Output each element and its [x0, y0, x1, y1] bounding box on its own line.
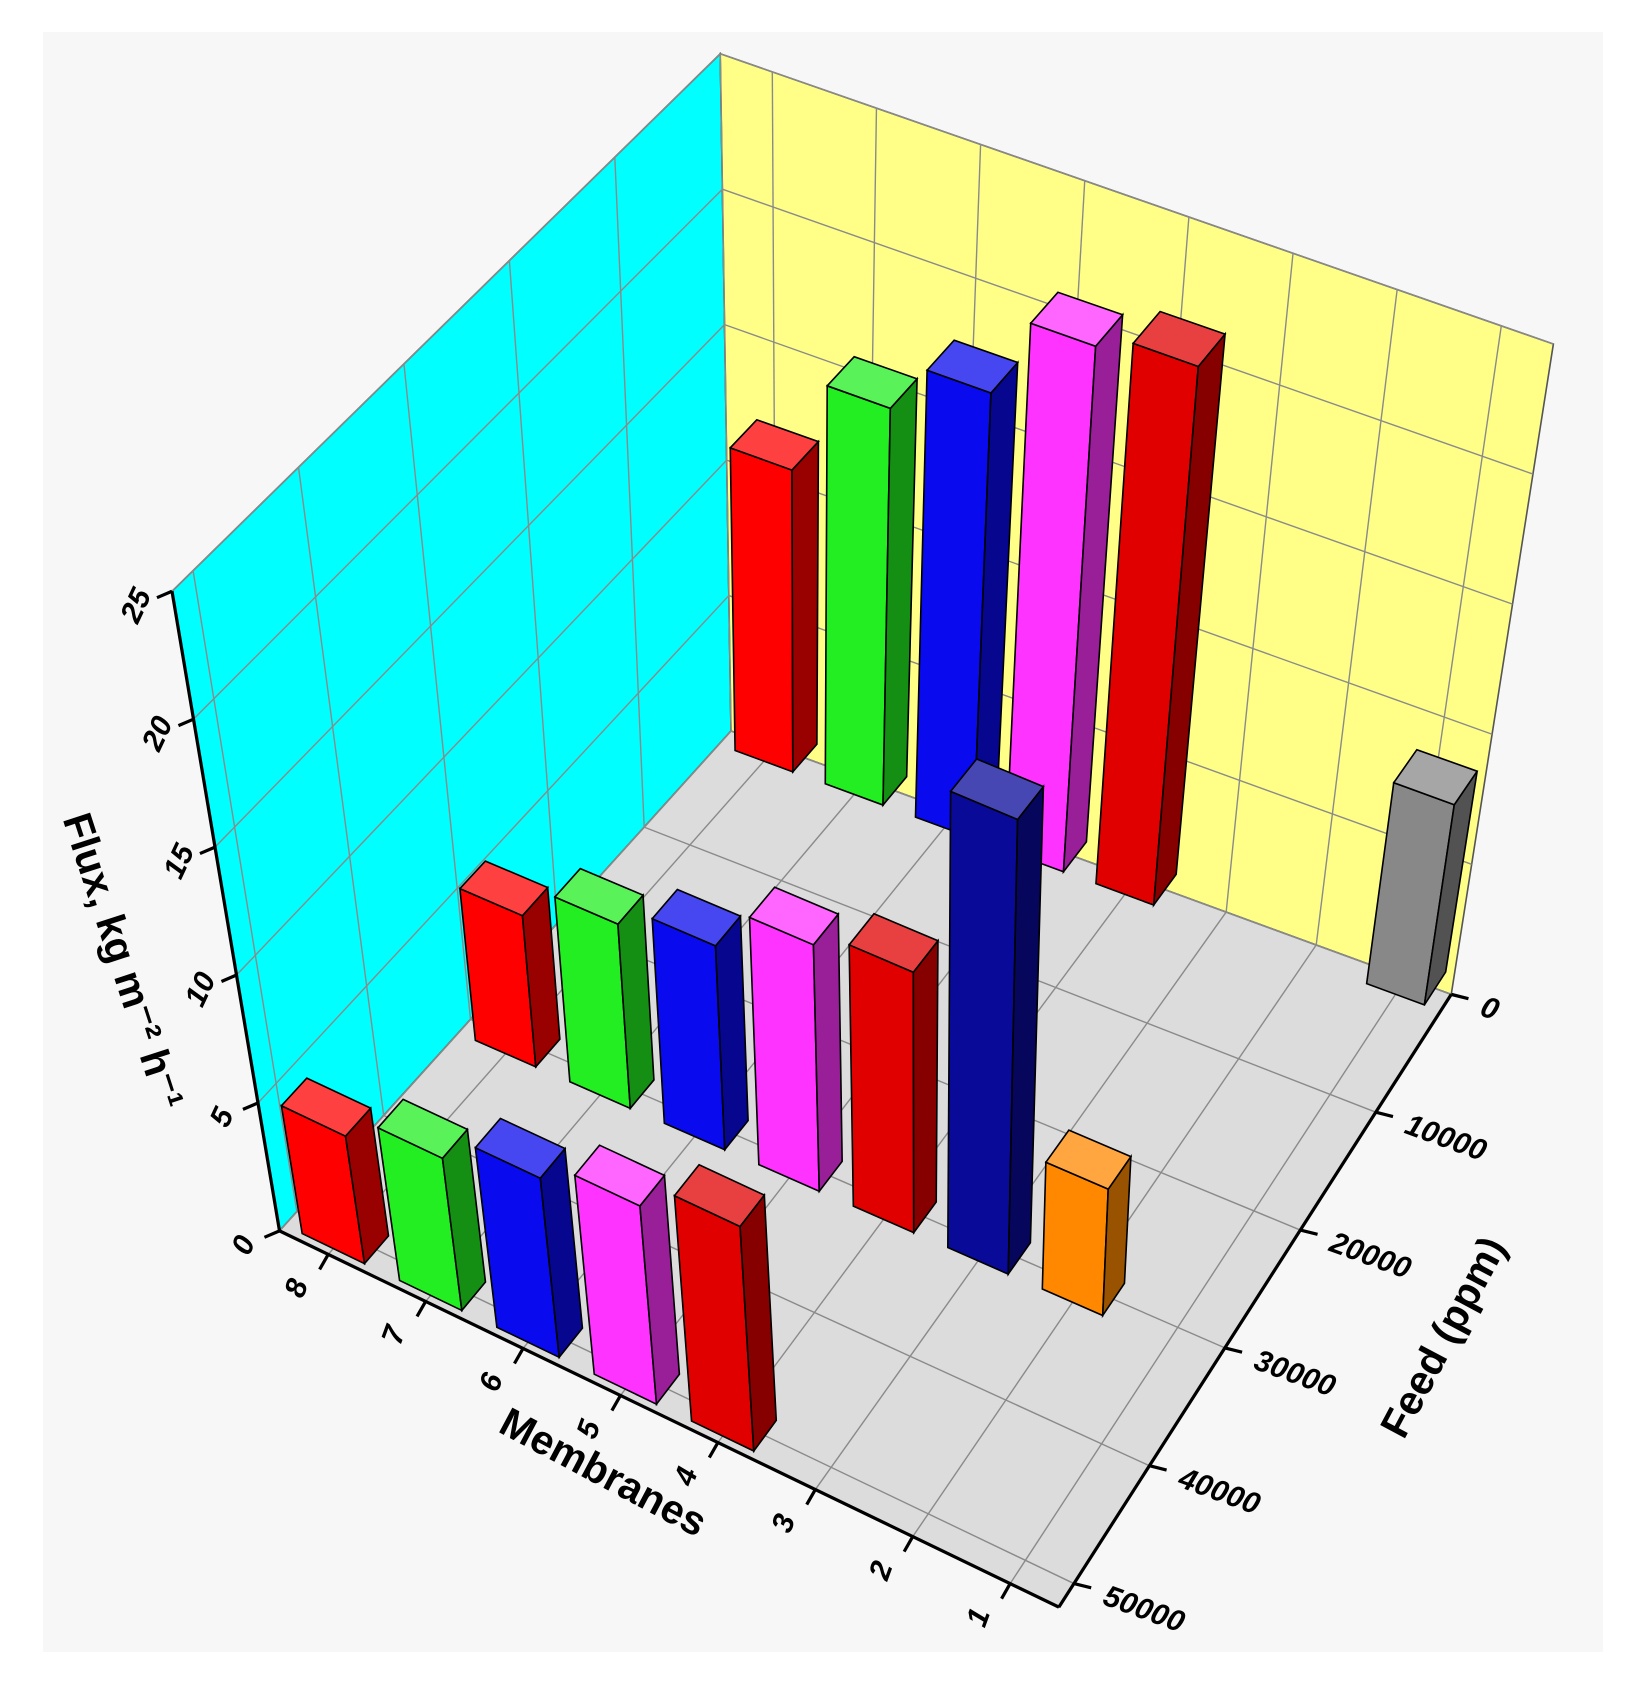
- x-tick: [805, 1488, 817, 1506]
- x-tick: [1000, 1582, 1012, 1600]
- bar: [1004, 291, 1125, 875]
- bar-top: [376, 1098, 469, 1160]
- bar: [553, 867, 655, 1111]
- x-axis: [278, 1229, 1060, 1609]
- x-tick: [318, 1253, 330, 1271]
- bar-top: [1392, 748, 1479, 806]
- x-tick: [513, 1347, 525, 1365]
- bar: [1095, 310, 1227, 908]
- bar: [947, 757, 1045, 1277]
- z-tick: [199, 845, 216, 856]
- bar: [673, 1163, 778, 1454]
- bar-top: [1044, 1129, 1133, 1191]
- bar: [376, 1098, 487, 1313]
- bar: [728, 418, 820, 774]
- bar-top: [728, 418, 820, 472]
- bar-top: [1131, 310, 1227, 368]
- y-tick: [1073, 1581, 1092, 1590]
- bar-top: [474, 1117, 567, 1180]
- bar: [458, 860, 561, 1069]
- z-tick: [263, 1229, 281, 1239]
- bar-top: [280, 1077, 372, 1138]
- bar: [1365, 748, 1479, 1007]
- back-wall-grid-line: [722, 188, 1534, 475]
- left-wall-grid-line: [403, 363, 472, 1020]
- left-wall-grid-line: [297, 467, 385, 1116]
- bar-front: [848, 943, 915, 1234]
- z-axis: [170, 590, 282, 1232]
- bar: [650, 888, 749, 1152]
- left-wall-grid-line: [508, 260, 559, 924]
- bar: [748, 886, 843, 1194]
- left-wall-grid-line: [192, 570, 298, 1212]
- left-wall-grid-line: [235, 459, 728, 976]
- bar-top: [925, 339, 1020, 394]
- x-tick: [707, 1441, 720, 1459]
- z-tick: [177, 717, 195, 728]
- bar-front: [824, 384, 892, 807]
- bar-top: [748, 886, 840, 946]
- bar-side: [791, 439, 820, 774]
- bar-top: [458, 860, 550, 917]
- back-wall-grid-line: [1225, 253, 1294, 913]
- bar: [1041, 1129, 1133, 1319]
- y-tick: [1375, 1110, 1394, 1119]
- left-wall-grid-line: [214, 324, 726, 848]
- bar-top: [825, 355, 919, 410]
- y-tick: [1299, 1228, 1318, 1236]
- x-tick: [415, 1300, 428, 1318]
- bar-side: [912, 938, 939, 1236]
- bar-side: [812, 911, 843, 1194]
- y-tick: [1224, 1346, 1243, 1354]
- z-tick: [156, 589, 173, 600]
- z-tick: [220, 973, 238, 983]
- bar-front: [651, 917, 726, 1151]
- bar-front: [947, 790, 1019, 1276]
- bar-front: [729, 446, 794, 774]
- bar: [474, 1117, 584, 1360]
- bar-top: [949, 757, 1045, 821]
- left-wall-grid-line: [193, 188, 723, 720]
- left-wall-grid-line: [171, 53, 721, 592]
- back-wall-grid-line: [1315, 289, 1398, 946]
- x-tick: [902, 1535, 915, 1553]
- bar-top: [847, 912, 940, 974]
- bar-front: [748, 916, 821, 1193]
- left-wall-grid-line: [719, 53, 732, 732]
- bar: [573, 1144, 681, 1407]
- back-wall-grid-line: [720, 53, 1554, 345]
- y-tick: [1450, 992, 1469, 1001]
- bar-top: [673, 1163, 766, 1228]
- bar-top: [553, 867, 645, 926]
- left-wall-grid-line: [257, 595, 730, 1104]
- bar-top: [650, 888, 742, 947]
- bar: [847, 912, 940, 1236]
- y-axis: [1057, 993, 1453, 1608]
- left-wall-grid-line: [614, 157, 645, 828]
- bar: [280, 1077, 390, 1266]
- x-tick: [610, 1394, 622, 1412]
- bar: [824, 355, 919, 808]
- bar-top: [573, 1144, 666, 1207]
- floor-grid-line: [1009, 977, 1407, 1584]
- y-tick: [1149, 1464, 1168, 1472]
- z-tick: [242, 1101, 259, 1111]
- bar-top: [1029, 291, 1125, 348]
